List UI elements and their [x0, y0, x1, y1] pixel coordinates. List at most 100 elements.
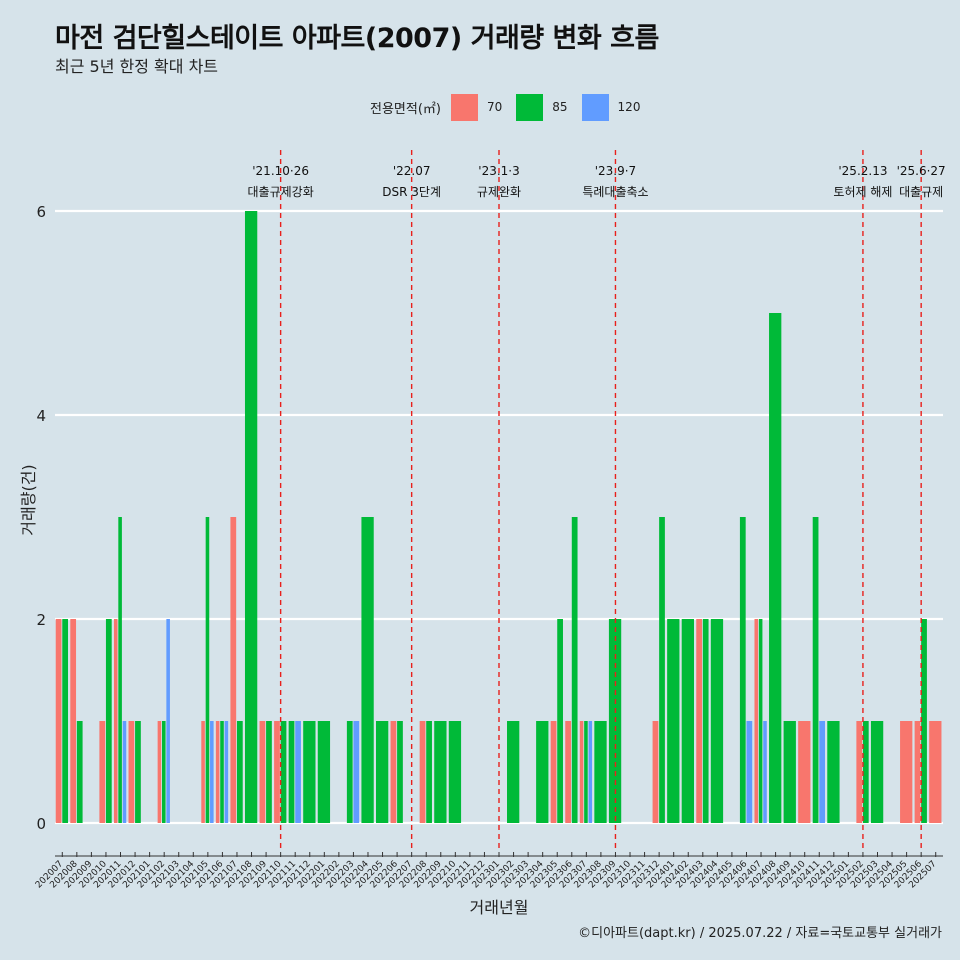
bar-202105-120	[210, 721, 214, 823]
legend-swatch-85	[516, 93, 544, 121]
bar-202408-85	[769, 313, 782, 823]
bar-202204-85	[361, 517, 374, 823]
event-desc-label-202309: 특례대출축소	[582, 185, 648, 199]
event-date-label-202207: '22.07	[393, 164, 431, 178]
bar-202105-70	[201, 721, 205, 823]
bar-202403-70	[696, 619, 702, 823]
y-tick-label-0: 0	[36, 815, 46, 833]
bar-202312-85	[659, 517, 665, 823]
legend-swatch-120	[581, 93, 609, 121]
bar-202412-85	[827, 721, 840, 823]
event-date-label-202110: '21.10·26	[252, 164, 309, 178]
chart-title: 마전 검단힐스테이트 아파트(2007) 거래량 변화 흐름	[55, 23, 659, 54]
bar-202406-85	[739, 517, 746, 823]
bar-202111-85	[288, 721, 295, 823]
bar-202411-120	[819, 721, 826, 823]
bar-202110-70	[274, 721, 280, 823]
bar-202503-85	[870, 721, 884, 823]
bar-202210-85	[448, 721, 462, 823]
bar-202107-85	[236, 721, 243, 823]
bar-202102-85	[162, 721, 166, 823]
bar-202307-85	[584, 721, 588, 823]
bar-202107-70	[230, 517, 237, 823]
bar-202208-85	[426, 721, 432, 823]
bar-202106-120	[224, 721, 229, 823]
bar-202209-85	[434, 721, 447, 823]
bar-202008-85	[76, 721, 83, 823]
bar-202305-70	[550, 721, 557, 823]
bar-202012-85	[135, 721, 141, 823]
bar-202007-85	[62, 619, 69, 823]
bar-202410-70	[798, 721, 811, 823]
legend: 전용면적(㎡) 70 85 120	[370, 93, 654, 121]
event-date-label-202309: '23.9·7	[595, 164, 636, 178]
bar-202010-70	[99, 721, 106, 823]
bar-202102-120	[166, 619, 170, 823]
bar-202506-70	[914, 721, 921, 823]
bar-202407-70	[754, 619, 759, 823]
bar-202302-85	[507, 721, 520, 823]
bar-202407-85	[758, 619, 763, 823]
bar-202406-120	[746, 721, 753, 823]
event-desc-label-202207: DSR 3단계	[382, 185, 441, 199]
bar-202109-85	[266, 721, 272, 823]
bar-202404-85	[710, 619, 724, 823]
bar-202203-120	[353, 721, 360, 823]
bar-202506-85	[921, 619, 927, 823]
bar-202305-85	[557, 619, 563, 823]
bar-202112-85	[303, 721, 316, 823]
event-date-label-202502: '25.2.13	[838, 164, 887, 178]
source-caption: ©디아파트(dapt.kr) / 2025.07.22 / 자료=국토교통부 실…	[578, 926, 942, 941]
bar-202208-70	[419, 721, 426, 823]
y-tick-label-4: 4	[36, 407, 46, 425]
bar-202402-85	[681, 619, 694, 823]
bar-202308-85	[594, 721, 607, 823]
bar-202011-70	[113, 619, 118, 823]
bar-202407-120	[763, 721, 767, 823]
event-date-label-202506: '25.6·27	[897, 164, 946, 178]
legend-title: 전용면적(㎡)	[370, 101, 441, 117]
legend-item-85: 85	[516, 93, 568, 121]
bar-202312-70	[652, 721, 659, 823]
bar-202011-120	[122, 721, 127, 823]
legend-item-70: 70	[450, 93, 503, 121]
bar-202409-85	[783, 721, 796, 823]
legend-label-70: 70	[486, 100, 503, 114]
legend-swatch-70	[450, 93, 478, 121]
bar-202102-70	[157, 721, 162, 823]
bar-202110-85	[280, 721, 287, 823]
event-desc-label-202502: 토허제 해제	[833, 185, 892, 199]
bar-202106-85	[220, 721, 224, 823]
bar-202106-70	[215, 721, 220, 823]
bar-202502-85	[862, 721, 869, 823]
bar-202201-85	[317, 721, 331, 823]
event-desc-label-202506: 대출규제	[899, 185, 943, 199]
bar-202109-70	[259, 721, 266, 823]
bar-202111-120	[295, 721, 301, 823]
y-tick-label-2: 2	[36, 611, 46, 629]
bar-202401-85	[667, 619, 680, 823]
bar-202205-85	[375, 721, 389, 823]
bar-202203-85	[346, 721, 353, 823]
bar-202105-85	[205, 517, 210, 823]
bar-202108-85	[244, 211, 258, 823]
bar-202206-70	[390, 721, 397, 823]
y-tick-label-6: 6	[36, 203, 46, 221]
bar-202403-85	[702, 619, 709, 823]
bar-202307-70	[579, 721, 584, 823]
legend-label-85: 85	[552, 100, 568, 114]
chart-subtitle: 최근 5년 한정 확대 차트	[55, 57, 219, 76]
y-axis-title: 거래량(건)	[19, 464, 38, 535]
bar-202011-85	[118, 517, 122, 823]
bar-202306-85	[571, 517, 578, 823]
bar-202307-120	[588, 721, 593, 823]
legend-item-120: 120	[581, 93, 641, 121]
event-date-label-202301: '23.1·3	[478, 164, 519, 178]
bar-202505-70	[900, 721, 913, 823]
bar-202008-70	[70, 619, 77, 823]
bar-202411-85	[812, 517, 819, 823]
legend-label-120: 120	[617, 100, 641, 114]
bar-202010-85	[105, 619, 112, 823]
bar-202012-70	[128, 721, 135, 823]
